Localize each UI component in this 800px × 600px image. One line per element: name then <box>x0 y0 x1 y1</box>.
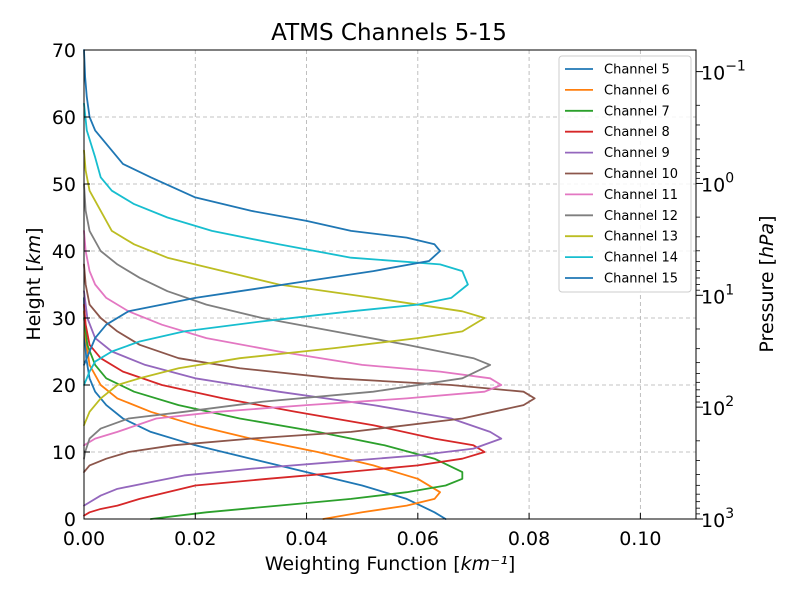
x-tick-label: 0.10 <box>619 528 661 550</box>
series-line-10 <box>83 102 469 386</box>
legend-label: Channel 14 <box>604 251 678 266</box>
y-tick-label: 10 <box>52 442 76 464</box>
y-tick-label: 40 <box>52 241 76 263</box>
y-tick-label: 70 <box>52 40 76 62</box>
legend-label: Channel 9 <box>604 146 670 161</box>
legend-label: Channel 15 <box>604 272 678 287</box>
x-tick-label: 0.00 <box>63 528 105 550</box>
y2-axis-title: Pressure [hPa] <box>756 215 778 352</box>
chart-title: ATMS Channels 5-15 <box>271 20 507 46</box>
series-line-5 <box>83 290 503 507</box>
legend-label: Channel 13 <box>604 230 678 245</box>
series-line-11 <box>83 49 441 366</box>
y-tick-label: 0 <box>64 509 76 531</box>
y-tick-label: 60 <box>52 107 76 129</box>
legend-label: Channel 7 <box>604 104 670 119</box>
y-tick-label: 50 <box>52 174 76 196</box>
y2-tick-label: 100 <box>701 170 734 196</box>
legend-label: Channel 11 <box>604 188 678 203</box>
series-line-8 <box>83 183 492 460</box>
y2-axis-ticks: 103 102 101 100 10−1 <box>696 59 746 532</box>
series-line-3 <box>83 317 464 520</box>
y2-tick-label: 10−1 <box>701 59 746 85</box>
legend-label: Channel 8 <box>604 125 670 140</box>
series-line-4 <box>83 303 486 517</box>
legend-box <box>558 55 692 293</box>
x-axis-ticks: 0.00 0.02 0.04 0.06 0.08 0.10 <box>63 513 662 550</box>
series-line-6 <box>83 263 536 473</box>
y-tick-label: 30 <box>52 308 76 330</box>
legend: Channel 5 Channel 6 Channel 7 Channel 8 Chan… <box>558 55 692 293</box>
legend-label: Channel 5 <box>604 63 670 78</box>
x-axis-title: Weighting Function [km⁻¹] <box>265 553 515 575</box>
legend-label: Channel 10 <box>604 167 678 182</box>
y2-tick-label: 101 <box>701 282 734 308</box>
x-tick-label: 0.02 <box>174 528 216 550</box>
series-line-7 <box>83 230 503 447</box>
y-axis-title: Height [km] <box>23 227 45 340</box>
series-lines <box>83 49 536 520</box>
series-line-9 <box>83 149 486 427</box>
x-tick-label: 0.06 <box>397 528 439 550</box>
y-axis-ticks: 0 10 20 30 40 50 60 70 <box>52 40 90 531</box>
x-tick-label: 0.08 <box>508 528 550 550</box>
legend-label: Channel 6 <box>604 83 670 98</box>
series-line-2 <box>83 310 441 520</box>
y2-tick-label: 102 <box>701 394 734 420</box>
y-tick-label: 20 <box>52 375 76 397</box>
y2-tick-label: 103 <box>701 506 734 532</box>
x-tick-label: 0.04 <box>285 528 327 550</box>
legend-label: Channel 12 <box>604 209 678 224</box>
